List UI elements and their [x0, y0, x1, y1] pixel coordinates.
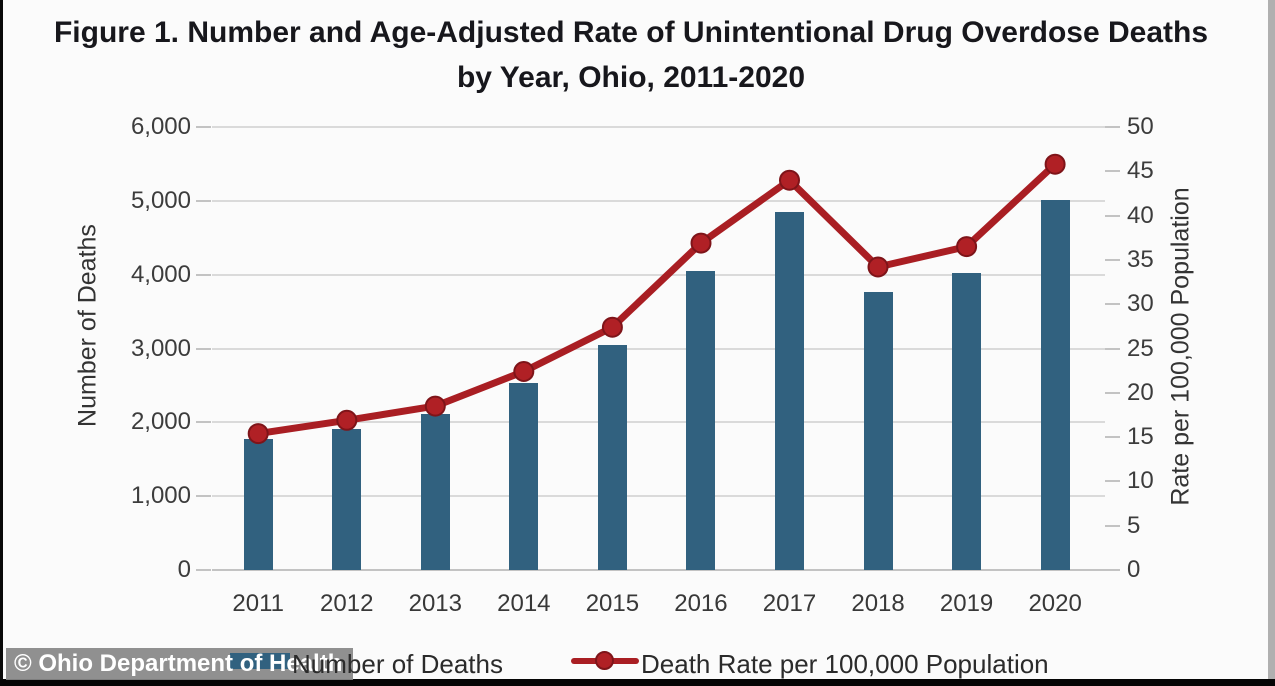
x-axis-label-2018: 2018 [851, 590, 905, 617]
rate-point-2016 [690, 232, 712, 254]
rate-line [254, 160, 1059, 438]
bar-2020 [1040, 199, 1070, 570]
legend-label-deaths: Number of Deaths [292, 649, 503, 679]
bar-2018 [863, 292, 893, 570]
rate-point-2013 [424, 395, 446, 417]
left-edge-bar [0, 0, 3, 679]
right-axis-tick-label: 45 [1127, 157, 1154, 185]
rate-point-2019 [956, 236, 978, 258]
bottom-edge-bar [0, 679, 1275, 686]
right-tick-mark [1105, 258, 1120, 261]
rate-point-2014 [513, 361, 535, 382]
right-tick-mark [1105, 524, 1120, 527]
bar-2015 [597, 344, 627, 570]
watermark-background [6, 648, 353, 680]
left-axis-tick-label: 2,000 [130, 408, 191, 436]
rate-point-2020 [1044, 153, 1066, 175]
left-tick-mark [196, 495, 211, 498]
legend-swatch-deaths [230, 653, 290, 669]
left-tick-mark [196, 273, 211, 276]
right-tick-mark [1105, 480, 1120, 483]
right-tick-mark [1105, 569, 1120, 571]
x-axis-label-2017: 2017 [762, 590, 817, 617]
right-axis-tick-label: 25 [1127, 334, 1154, 362]
left-tick-mark [196, 199, 211, 202]
left-axis-tick-label: 1,000 [130, 482, 191, 510]
chart-title-line2: by Year, Ohio, 2011-2020 [456, 61, 806, 94]
gridline [212, 569, 1105, 571]
x-axis-label-2014: 2014 [497, 590, 551, 617]
right-axis-tick-label: 10 [1127, 467, 1154, 495]
right-tick-mark [1105, 347, 1120, 350]
right-edge-strip [1268, 0, 1275, 679]
chart-title-line1: Figure 1. Number and Age-Adjusted Rate o… [53, 16, 1209, 49]
legend-label-rate: Death Rate per 100,000 Population [641, 649, 1049, 679]
x-axis-label-2019: 2019 [939, 590, 994, 617]
bar-2019 [952, 272, 982, 570]
right-tick-mark [1105, 214, 1120, 217]
gridline [212, 126, 1105, 128]
rate-point-2017 [779, 169, 800, 191]
right-tick-mark [1105, 436, 1120, 439]
right-axis-tick-label: 5 [1127, 511, 1141, 539]
watermark-text: © Ohio Department of Health [14, 650, 343, 677]
bar-2016 [686, 270, 716, 570]
x-axis-label-2013: 2013 [408, 590, 462, 617]
right-tick-mark [1105, 303, 1120, 306]
bar-2017 [775, 211, 804, 570]
right-axis-tick-label: 40 [1127, 201, 1154, 229]
bar-2013 [420, 414, 450, 570]
left-tick-mark [196, 421, 211, 424]
left-tick-mark [196, 347, 211, 350]
left-tick-mark [196, 569, 211, 571]
right-axis-tick-label: 0 [1127, 556, 1141, 583]
x-axis-label-2020: 2020 [1028, 590, 1082, 617]
right-tick-mark [1105, 170, 1120, 173]
left-axis-tick-label: 3,000 [130, 334, 191, 362]
x-axis-label-2016: 2016 [674, 590, 728, 617]
left-axis-tick-label: 0 [177, 556, 191, 583]
x-axis-label-2012: 2012 [320, 590, 374, 617]
left-axis-tick-label: 6,000 [130, 113, 191, 140]
right-axis-tick-label: 50 [1127, 113, 1154, 140]
bar-2011 [243, 439, 273, 570]
left-axis-tick-label: 5,000 [130, 186, 191, 214]
rate-point-2012 [336, 409, 358, 431]
bar-2014 [509, 383, 539, 570]
gridline [212, 199, 1105, 202]
right-axis-tick-label: 15 [1127, 423, 1154, 451]
gridline [212, 495, 1105, 498]
right-tick-mark [1105, 391, 1120, 394]
x-axis-label-2011: 2011 [232, 590, 284, 617]
bar-2012 [332, 428, 362, 570]
left-axis-tick-label: 4,000 [130, 260, 191, 288]
right-tick-mark [1105, 126, 1120, 128]
left-tick-mark [196, 126, 211, 128]
right-axis-tick-label: 30 [1127, 290, 1154, 318]
legend-dot-marker-icon [595, 651, 614, 670]
x-axis-label-2015: 2015 [585, 590, 640, 617]
right-axis-tick-label: 20 [1127, 378, 1154, 406]
right-axis-tick-label: 35 [1127, 245, 1154, 273]
rate-point-2015 [601, 316, 623, 338]
